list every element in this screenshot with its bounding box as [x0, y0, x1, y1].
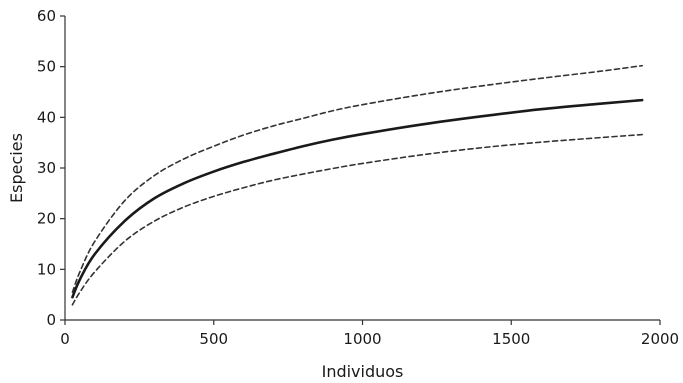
plot-area: 0 500 1000 1500 2000 0 10 20 30 40 50 60 — [37, 7, 679, 348]
y-axis-ticks: 0 10 20 30 40 50 60 — [37, 7, 65, 329]
x-tick-label: 0 — [60, 330, 70, 348]
y-tick-label: 60 — [37, 7, 56, 25]
x-axis-title: Individuos — [322, 362, 404, 381]
x-axis-ticks: 0 500 1000 1500 2000 — [60, 320, 679, 348]
x-tick-label: 1000 — [343, 330, 381, 348]
y-tick-label: 0 — [46, 311, 56, 329]
y-axis-title: Especies — [7, 133, 26, 203]
y-tick-label: 40 — [37, 108, 56, 126]
x-tick-label: 1500 — [492, 330, 530, 348]
y-tick-label: 10 — [37, 260, 56, 278]
series-layer — [71, 64, 644, 306]
series-line-lower-bound — [71, 133, 643, 306]
y-tick-label: 30 — [37, 159, 56, 177]
x-tick-label: 500 — [199, 330, 228, 348]
series-line-mean — [71, 98, 644, 299]
x-tick-label: 2000 — [641, 330, 679, 348]
series-line-upper-bound — [71, 64, 643, 293]
y-tick-label: 50 — [37, 58, 56, 76]
y-tick-label: 20 — [37, 210, 56, 228]
